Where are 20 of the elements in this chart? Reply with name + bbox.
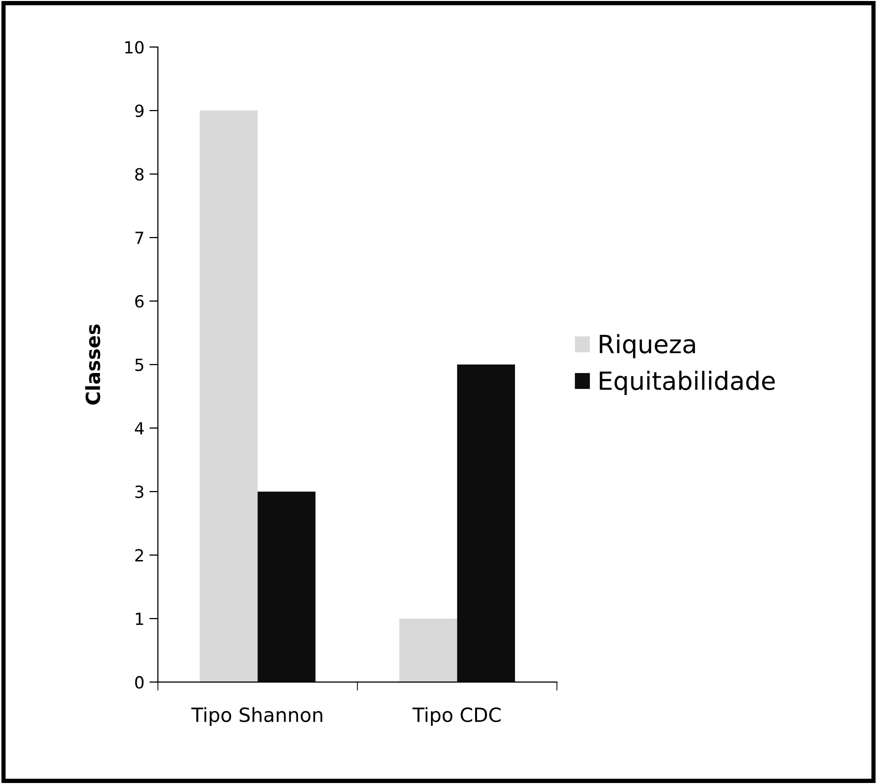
y-tick-label: 9	[135, 104, 144, 118]
bar	[258, 492, 316, 682]
y-tick-label: 6	[135, 295, 144, 308]
bar	[200, 110, 258, 682]
bar	[457, 364, 515, 682]
x-tick-label: Tipo Shannon	[191, 707, 322, 726]
y-tick-label: 8	[135, 168, 144, 181]
y-tick-label: 10	[125, 41, 144, 54]
y-tick-label: 4	[134, 422, 144, 434]
y-tick-label: 0	[135, 676, 144, 689]
x-tick-label: Tipo CDC	[412, 707, 501, 726]
y-tick-label: 2	[135, 549, 143, 562]
legend-label: Equitabilidade	[600, 370, 775, 396]
y-axis-title: Classes	[85, 324, 100, 405]
bar	[399, 618, 458, 682]
legend-label: Riqueza	[600, 334, 695, 358]
y-tick-label: 3	[135, 486, 144, 498]
y-tick-label: 5	[135, 358, 144, 372]
y-tick-label: 1	[136, 612, 144, 625]
y-tick-label: 7	[135, 232, 144, 244]
